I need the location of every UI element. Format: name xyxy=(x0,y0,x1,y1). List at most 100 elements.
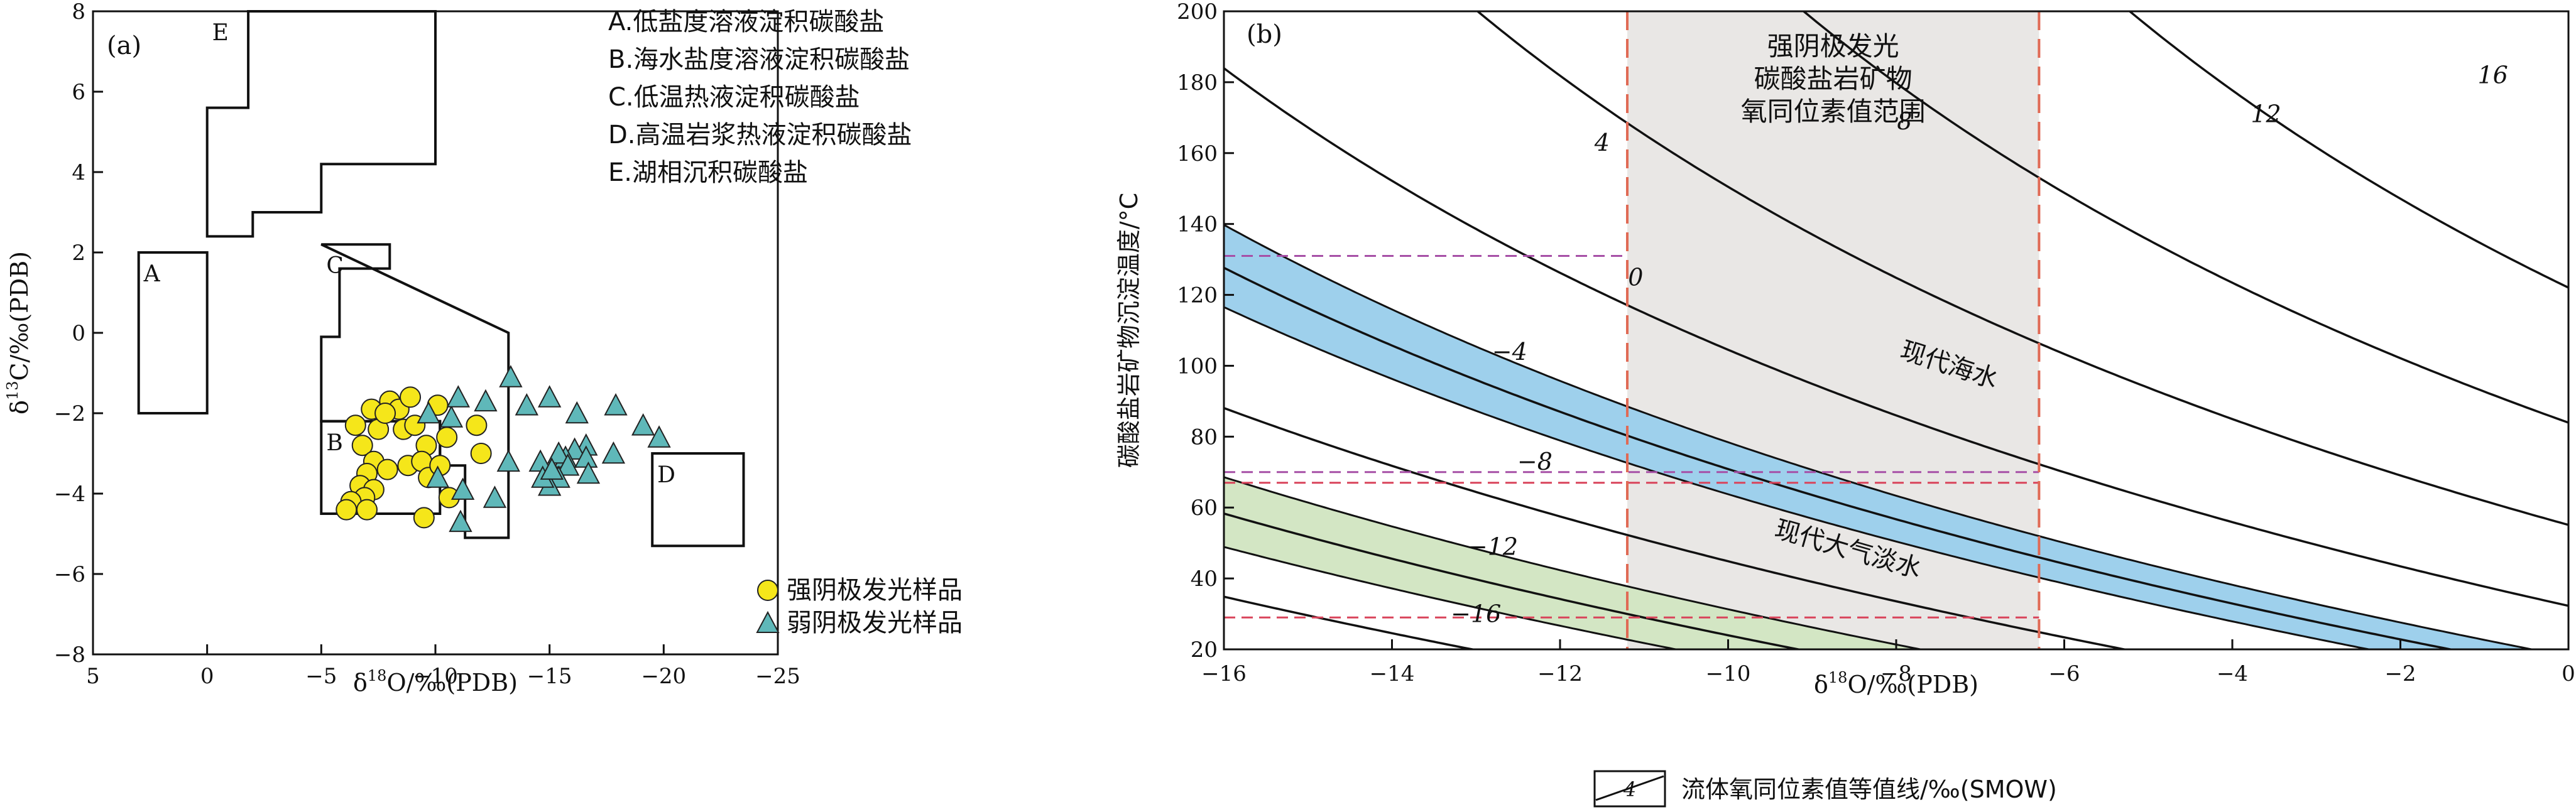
y-tick-label: −6 xyxy=(54,562,85,587)
region-key-item: A.低盐度溶液淀积碳酸盐 xyxy=(608,8,884,36)
shaded-range-label-line: 碳酸盐岩矿物 xyxy=(1754,63,1913,94)
strong-cl-point xyxy=(351,435,373,457)
x-tick-label: −5 xyxy=(305,664,337,689)
x-tick-label: −10 xyxy=(1706,661,1751,686)
region-label-A: A xyxy=(143,261,161,287)
weak-cl-point xyxy=(449,509,472,533)
weak-cl-point xyxy=(425,465,450,488)
legend-label: 弱阴极发光样品 xyxy=(787,609,963,637)
strong-cl-point xyxy=(400,386,422,408)
legend-label: 强阴极发光样品 xyxy=(787,576,963,605)
contour-label: 0 xyxy=(1628,263,1643,291)
y-tick-label: −8 xyxy=(54,642,85,668)
x-tick-label: −12 xyxy=(1537,661,1583,686)
contour-legend-label: 流体氧同位素值等值线/‰(SMOW) xyxy=(1681,776,2057,803)
y-tick-label: 100 xyxy=(1177,354,1218,379)
x-label-rest: O/‰(PDB) xyxy=(386,669,518,696)
reference-lines xyxy=(1224,254,2039,619)
x-tick-label: −20 xyxy=(641,664,686,689)
weak-cl-point xyxy=(496,449,520,472)
weak-cl-point xyxy=(538,385,562,408)
contour-label: 16 xyxy=(2477,62,2508,89)
x-label-sup: 18 xyxy=(368,667,387,685)
water-bands xyxy=(1224,224,2537,649)
contour-line xyxy=(1224,266,2456,649)
region-label-C: C xyxy=(326,253,344,279)
y-tick-label: 4 xyxy=(72,160,85,185)
contour-line xyxy=(1802,11,2568,424)
strong-cl-point xyxy=(344,414,366,436)
y-tick-label: 20 xyxy=(1191,637,1218,663)
strong-cl-point xyxy=(376,458,398,480)
shaded-range-label-line: 氧同位素值范围 xyxy=(1741,96,1926,127)
weak-cl-point xyxy=(446,385,470,408)
x-tick-label: −6 xyxy=(2048,661,2080,686)
band-area xyxy=(1224,224,2537,649)
weak-cl-point xyxy=(556,453,580,476)
region-D xyxy=(651,452,745,548)
legend-triangle-marker xyxy=(756,610,780,633)
contour-label: −4 xyxy=(1492,338,1527,365)
legend-circle-marker xyxy=(757,580,778,601)
panel-a-x-axis-label: δ18O/‰(PDB) xyxy=(353,667,518,696)
contour-labels: −16 −12 −8 −4 0 4 8 12 16 xyxy=(1451,62,2508,628)
y-label-sup: 13 xyxy=(4,381,21,401)
contour-legend-line xyxy=(1595,775,1664,801)
y-tick-label: 8 xyxy=(72,0,85,24)
x-tick-label: 5 xyxy=(86,664,100,689)
weak-cl-point xyxy=(547,441,570,464)
weak-cl-point xyxy=(417,401,440,424)
contour-label: −16 xyxy=(1451,600,1501,628)
contour-line xyxy=(1224,67,2568,607)
strong-cl-point xyxy=(374,403,396,424)
x-label-rest: O/‰(PDB) xyxy=(1847,671,1978,698)
x-tick-label: −25 xyxy=(755,664,800,689)
contour-label: 12 xyxy=(2251,100,2281,128)
y-tick-label: 180 xyxy=(1177,70,1218,95)
x-tick-label: −15 xyxy=(527,664,572,689)
x-tick-label: −4 xyxy=(2217,661,2248,686)
y-tick-label: 2 xyxy=(72,241,85,266)
panel-b-y-axis-label: 碳酸盐岩矿物沉淀温度/°C xyxy=(1115,193,1143,468)
y-tick-label: 6 xyxy=(72,80,85,105)
region-label-B: B xyxy=(326,430,342,456)
region-key: A.低盐度溶液淀积碳酸盐 B.海水盐度溶液淀积碳酸盐 C.低温热液淀积碳酸盐 D.高温… xyxy=(608,8,912,187)
contour-label: −12 xyxy=(1468,533,1518,560)
weak-cl-point xyxy=(515,393,538,416)
x-tick-label: −14 xyxy=(1370,661,1415,686)
strong-cl-point xyxy=(466,414,488,436)
contour-line xyxy=(1476,11,2568,526)
sample-points xyxy=(336,365,671,533)
weak-cl-point xyxy=(601,441,626,464)
y-tick-label: 40 xyxy=(1191,566,1218,592)
region-key-item: D.高温岩浆热液淀积碳酸盐 xyxy=(608,121,912,149)
strong-cl-point xyxy=(470,443,492,464)
x-tick-label: −8 xyxy=(1880,661,1912,686)
strong-cl-point xyxy=(356,499,378,521)
y-tick-label: 80 xyxy=(1191,425,1218,450)
region-label-E: E xyxy=(212,20,229,46)
weak-cl-point xyxy=(474,389,498,412)
strong-cl-point xyxy=(413,507,435,529)
contour-line xyxy=(1224,512,1804,649)
contour-label: 8 xyxy=(1897,107,1912,135)
panel-b-x-axis-label: δ18O/‰(PDB) xyxy=(1814,669,1978,698)
weak-cl-point xyxy=(483,485,507,508)
weak-cl-point xyxy=(631,413,655,436)
region-label-D: D xyxy=(657,462,675,488)
panel-a-label: (a) xyxy=(107,31,141,60)
weak-cl-point xyxy=(647,425,671,448)
contour-line xyxy=(2127,11,2568,289)
contour-label: 4 xyxy=(1594,129,1610,156)
region-A xyxy=(137,251,209,414)
strong-cl-point xyxy=(436,426,458,448)
region-key-item: E.湖相沉积碳酸盐 xyxy=(608,158,808,187)
contour-legend: 4 流体氧同位素值等值线/‰(SMOW) xyxy=(1593,770,2057,808)
y-tick-label: 140 xyxy=(1177,212,1218,237)
x-tick-label: −16 xyxy=(1201,661,1247,686)
